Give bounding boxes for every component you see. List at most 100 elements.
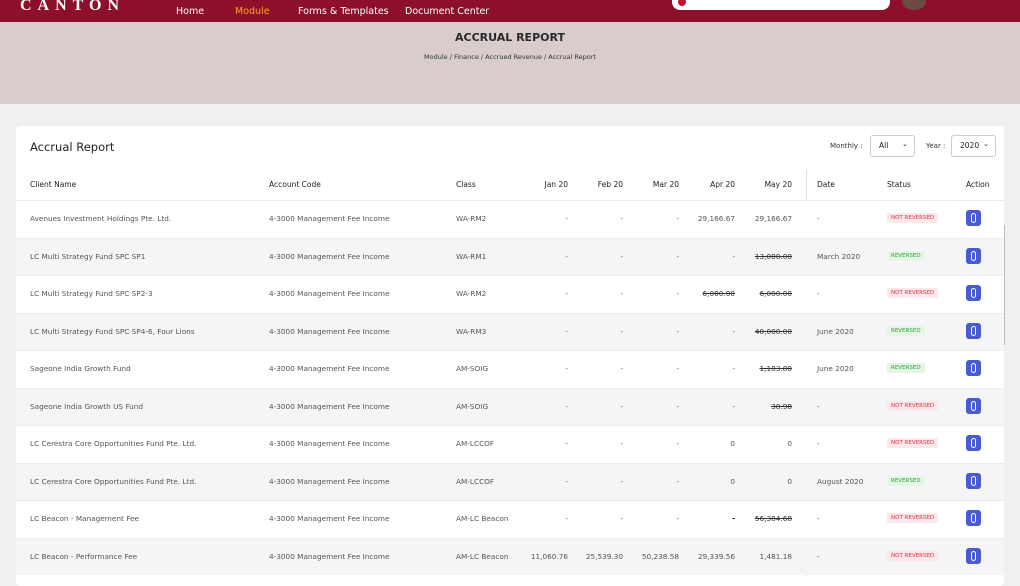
- page-header: [0, 22, 1020, 104]
- month-amount: -: [732, 401, 735, 411]
- attach-button[interactable]: [966, 472, 981, 489]
- month-amount: -: [565, 439, 568, 448]
- nav-link[interactable]: Home: [176, 6, 205, 17]
- month-amount: 13,000.00: [754, 251, 792, 261]
- month-amount: -: [565, 289, 568, 298]
- year-label: Year :: [926, 142, 946, 150]
- attach-button[interactable]: [966, 397, 981, 414]
- month-amount: -: [732, 251, 735, 261]
- monthly-label: Monthly :: [830, 142, 863, 150]
- attach-button[interactable]: [966, 510, 981, 526]
- month-amount: -: [620, 401, 623, 411]
- nav-link[interactable]: Document Center: [405, 6, 490, 17]
- nav-link[interactable]: Module: [235, 6, 270, 17]
- month-amount: 11,060.76: [530, 551, 568, 561]
- month-amount: -: [732, 364, 735, 373]
- status-badge: NOT REVERSED: [887, 213, 939, 223]
- month-amount: 0: [730, 439, 735, 448]
- client-name: LC Multi Strategy Fund SPC SP1: [30, 251, 146, 261]
- table-row: [16, 387, 1004, 425]
- table-row: [16, 500, 1004, 538]
- client-name: Avenues Investment Holdings Pte. Ltd.: [30, 214, 172, 223]
- year-select[interactable]: 2020 ⌄: [951, 135, 996, 157]
- month-amount: -: [565, 514, 568, 523]
- date: March 2020: [817, 251, 861, 261]
- status-badge: REVERSED: [887, 325, 925, 336]
- client-name: LC Cerestra Core Opportunities Fund Pte.…: [30, 476, 197, 486]
- month-amount: -: [565, 326, 568, 336]
- column-header: Date: [817, 180, 835, 189]
- month-amount: -: [565, 251, 568, 261]
- month-amount: 29,166.67: [697, 214, 735, 223]
- month-amount: -: [676, 514, 679, 523]
- column-header: Status: [887, 180, 911, 189]
- table-row: [16, 425, 1004, 463]
- column-header: May 20: [764, 180, 792, 189]
- table-row: [16, 312, 1004, 350]
- date: -: [817, 401, 820, 411]
- client-name: Sageone India Growth Fund: [30, 364, 131, 373]
- status-badge: NOT REVERSED: [887, 400, 939, 411]
- month-amount: -: [732, 326, 735, 336]
- month-amount: 29,339.56: [697, 551, 735, 561]
- month-amount: -: [620, 514, 623, 523]
- month-amount: 56,384.68: [754, 514, 792, 523]
- column-header: Class: [456, 180, 476, 189]
- account-code: 4-3000 Management Fee Income: [269, 326, 390, 336]
- month-amount: 6,000.00: [702, 289, 736, 298]
- date: June 2020: [817, 364, 854, 373]
- client-name: LC Cerestra Core Opportunities Fund Pte.…: [30, 439, 197, 448]
- attach-button[interactable]: [966, 435, 981, 451]
- paperclip-icon: [971, 363, 976, 373]
- client-name: LC Beacon - Management Fee: [30, 514, 139, 523]
- month-amount: -: [676, 439, 679, 448]
- month-amount: 0: [787, 476, 792, 486]
- paperclip-icon: [971, 213, 976, 223]
- monthly-value: All: [879, 141, 889, 150]
- column-header: Feb 20: [597, 180, 623, 189]
- month-amount: -: [676, 476, 679, 486]
- account-code: 4-3000 Management Fee Income: [269, 251, 390, 261]
- month-amount: 1,481.18: [759, 551, 793, 561]
- search-box[interactable]: [672, 0, 890, 10]
- status-badge: NOT REVERSED: [887, 550, 939, 561]
- month-amount: -: [676, 214, 679, 223]
- column-header: Apr 20: [710, 180, 735, 189]
- paperclip-icon: [971, 438, 976, 448]
- account-code: 4-3000 Management Fee Income: [269, 439, 390, 448]
- attach-button[interactable]: [966, 322, 981, 339]
- attach-button[interactable]: [966, 360, 981, 376]
- month-amount: -: [676, 326, 679, 336]
- nav-link[interactable]: Forms & Templates: [298, 6, 389, 17]
- month-amount: -: [620, 214, 623, 223]
- year-value: 2020: [960, 141, 980, 150]
- column-header: Client Name: [30, 180, 77, 189]
- month-amount: -: [565, 401, 568, 411]
- account-code: 4-3000 Management Fee Income: [269, 514, 390, 523]
- attach-button[interactable]: [966, 285, 981, 301]
- date: -: [817, 214, 820, 223]
- class: AM-LC Beacon: [456, 514, 509, 523]
- month-amount: 6,000.00: [759, 289, 793, 298]
- date: -: [817, 551, 820, 561]
- attach-button[interactable]: [966, 547, 981, 564]
- paperclip-icon: [971, 475, 976, 486]
- caret: ⌄: [902, 140, 908, 148]
- date: -: [817, 514, 820, 523]
- account-code: 4-3000 Management Fee Income: [269, 476, 390, 486]
- class: WA-RM3: [456, 326, 487, 336]
- monthly-select[interactable]: All ⌄: [870, 135, 915, 157]
- caret: ⌄: [983, 140, 989, 148]
- status-badge: NOT REVERSED: [887, 513, 939, 523]
- status-badge: REVERSED: [887, 363, 925, 373]
- month-amount: -: [676, 289, 679, 298]
- month-amount: -: [565, 214, 568, 223]
- client-name: Sageone India Growth US Fund: [30, 401, 144, 411]
- avatar[interactable]: [902, 0, 926, 10]
- table-row: [16, 200, 1004, 238]
- account-code: 4-3000 Management Fee Income: [269, 214, 390, 223]
- attach-button[interactable]: [966, 247, 981, 264]
- month-amount: 40,000.00: [754, 326, 792, 336]
- client-name: LC Beacon - Performance Fee: [30, 551, 138, 561]
- attach-button[interactable]: [966, 210, 981, 226]
